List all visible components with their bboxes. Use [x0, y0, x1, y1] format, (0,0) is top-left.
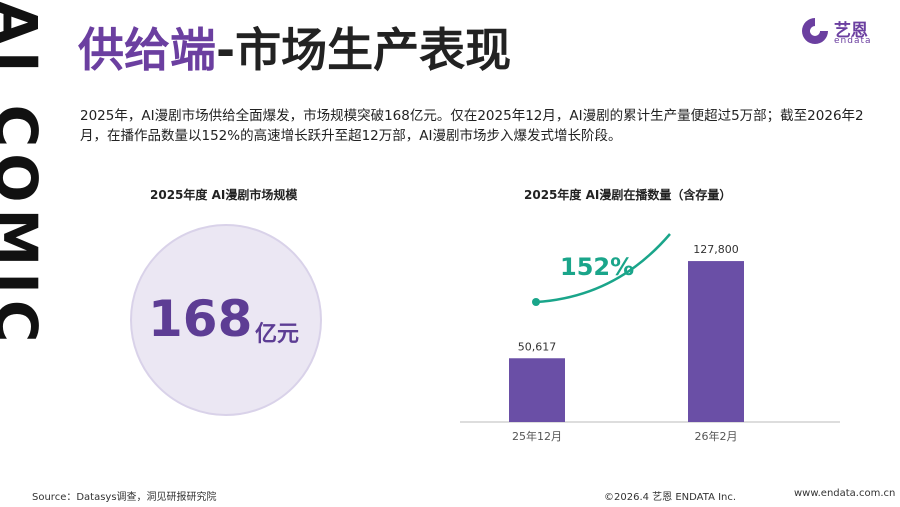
- title-part1: 供给端: [78, 23, 216, 77]
- bar-value-label: 127,800: [693, 243, 739, 256]
- market-size-value: 168: [148, 290, 253, 348]
- logo-en: endata: [834, 36, 872, 46]
- growth-curve: [535, 233, 671, 304]
- side-vertical-text: AI COMIC: [0, 0, 52, 507]
- market-size-title: 2025年度 AI漫剧市场规模: [150, 188, 298, 202]
- growth-percentage-label: 152%: [560, 253, 634, 281]
- logo-cn: 艺恩: [834, 21, 868, 41]
- market-size-unit: 亿元: [255, 322, 300, 347]
- summary-paragraph: 2025年，AI漫剧市场供给全面爆发，市场规模突破168亿元。仅在2025年12…: [80, 108, 864, 144]
- growth-curve-start-dot: [532, 298, 540, 306]
- category-label: 25年12月: [512, 429, 562, 443]
- category-label: 26年2月: [695, 429, 738, 443]
- endata-logo-icon: [802, 18, 828, 44]
- bar-1: [509, 358, 565, 422]
- airing-count-bar-chart: 50,617 25年12月 127,800 26年2月 152%: [460, 233, 840, 443]
- side-text-label: AI COMIC: [0, 0, 50, 349]
- footer-source: Source：Datasys调查，洞见研报研究院: [32, 492, 217, 503]
- bar-value-label: 50,617: [518, 340, 557, 353]
- bar-2: [688, 261, 744, 422]
- footer-url: www.endata.com.cn: [794, 488, 896, 499]
- endata-logo: 艺恩 endata: [800, 14, 890, 50]
- page-title: 供给端-市场生产表现: [78, 20, 511, 80]
- market-size-circle: 168 亿元: [130, 224, 322, 416]
- footer-copyright: ©2026.4 艺恩 ENDATA Inc.: [604, 492, 737, 503]
- title-part2: -市场生产表现: [216, 23, 512, 77]
- airing-count-title: 2025年度 AI漫剧在播数量（含存量）: [524, 188, 732, 202]
